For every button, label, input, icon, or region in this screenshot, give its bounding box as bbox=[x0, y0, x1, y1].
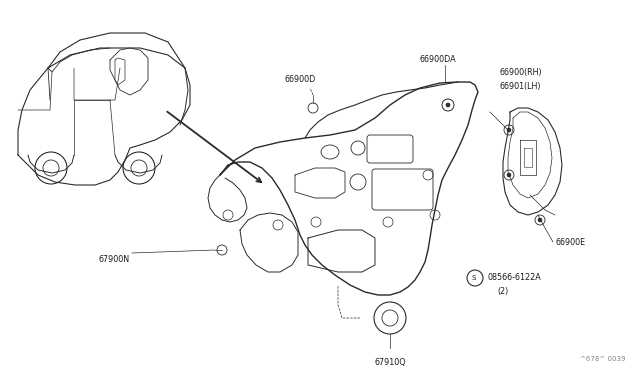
Text: 66900(RH): 66900(RH) bbox=[500, 68, 543, 77]
Text: ^678^ 0039: ^678^ 0039 bbox=[579, 356, 625, 362]
Text: S: S bbox=[472, 275, 476, 281]
Text: (2): (2) bbox=[497, 287, 508, 296]
Circle shape bbox=[446, 103, 450, 107]
Circle shape bbox=[507, 128, 511, 132]
Text: 66900DA: 66900DA bbox=[420, 55, 456, 64]
Text: 67910Q: 67910Q bbox=[374, 358, 406, 367]
Text: 08566-6122A: 08566-6122A bbox=[487, 273, 541, 282]
Text: 66900D: 66900D bbox=[284, 75, 316, 84]
Text: 67900N: 67900N bbox=[99, 255, 130, 264]
Circle shape bbox=[538, 218, 542, 222]
Circle shape bbox=[507, 173, 511, 177]
Text: 66900E: 66900E bbox=[555, 238, 585, 247]
Text: 66901(LH): 66901(LH) bbox=[500, 82, 541, 91]
